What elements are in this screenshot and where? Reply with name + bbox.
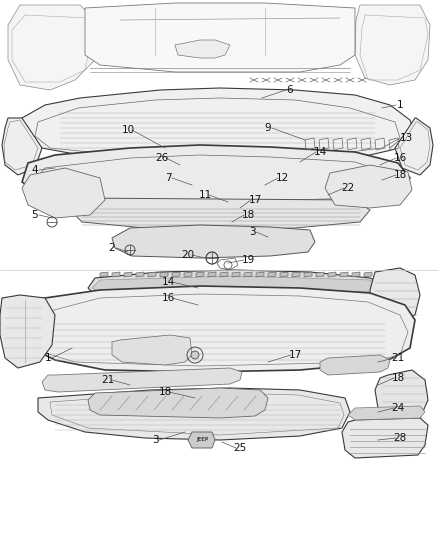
- Text: 25: 25: [233, 443, 247, 453]
- Text: 14: 14: [161, 277, 175, 287]
- Polygon shape: [42, 368, 242, 392]
- Polygon shape: [376, 272, 384, 277]
- Polygon shape: [328, 272, 336, 277]
- Text: 6: 6: [287, 85, 293, 95]
- Polygon shape: [370, 268, 420, 322]
- Text: 16: 16: [393, 153, 406, 163]
- Polygon shape: [268, 272, 276, 277]
- Text: 22: 22: [341, 183, 355, 193]
- Text: 7: 7: [165, 173, 171, 183]
- Text: 3: 3: [152, 435, 158, 445]
- Polygon shape: [18, 88, 415, 162]
- Text: 5: 5: [32, 210, 38, 220]
- Polygon shape: [292, 272, 300, 277]
- Text: 17: 17: [248, 195, 261, 205]
- Text: 9: 9: [265, 123, 271, 133]
- Polygon shape: [22, 145, 410, 212]
- Polygon shape: [244, 272, 252, 277]
- Text: 19: 19: [241, 255, 254, 265]
- Text: 18: 18: [393, 170, 406, 180]
- Polygon shape: [320, 355, 390, 375]
- Polygon shape: [352, 272, 360, 277]
- Polygon shape: [85, 3, 355, 72]
- Text: 14: 14: [313, 147, 327, 157]
- Text: 4: 4: [32, 165, 38, 175]
- Polygon shape: [188, 432, 215, 448]
- Polygon shape: [112, 272, 120, 277]
- Polygon shape: [12, 286, 415, 372]
- Polygon shape: [124, 272, 132, 277]
- Polygon shape: [342, 418, 428, 458]
- Polygon shape: [348, 406, 425, 420]
- Text: 13: 13: [399, 133, 413, 143]
- Text: 1: 1: [45, 353, 51, 363]
- Text: 10: 10: [121, 125, 134, 135]
- Polygon shape: [160, 272, 168, 277]
- Polygon shape: [208, 272, 216, 277]
- Polygon shape: [148, 272, 156, 277]
- Circle shape: [191, 351, 199, 359]
- Text: 18: 18: [241, 210, 254, 220]
- Polygon shape: [304, 272, 312, 277]
- Text: 17: 17: [288, 350, 302, 360]
- Polygon shape: [172, 272, 180, 277]
- Text: 12: 12: [276, 173, 289, 183]
- Polygon shape: [364, 272, 372, 277]
- Text: 20: 20: [181, 250, 194, 260]
- Polygon shape: [88, 388, 268, 418]
- Polygon shape: [175, 40, 230, 58]
- Polygon shape: [232, 272, 240, 277]
- Polygon shape: [395, 118, 433, 175]
- Polygon shape: [325, 165, 412, 208]
- Text: 16: 16: [161, 293, 175, 303]
- Text: 28: 28: [393, 433, 406, 443]
- Polygon shape: [375, 370, 428, 425]
- Text: 18: 18: [392, 373, 405, 383]
- Text: 11: 11: [198, 190, 212, 200]
- Text: 1: 1: [397, 100, 403, 110]
- Text: 21: 21: [101, 375, 115, 385]
- Polygon shape: [112, 335, 192, 365]
- Polygon shape: [355, 5, 430, 85]
- Polygon shape: [92, 276, 380, 292]
- Text: 2: 2: [109, 243, 115, 253]
- Text: 21: 21: [392, 353, 405, 363]
- Polygon shape: [256, 272, 264, 277]
- Polygon shape: [8, 5, 95, 90]
- Polygon shape: [0, 295, 55, 368]
- Polygon shape: [100, 272, 108, 277]
- Polygon shape: [22, 168, 105, 218]
- Polygon shape: [196, 272, 204, 277]
- Polygon shape: [316, 272, 324, 277]
- Text: 26: 26: [155, 153, 169, 163]
- Polygon shape: [112, 225, 315, 258]
- Polygon shape: [38, 388, 350, 440]
- Text: 18: 18: [159, 387, 172, 397]
- Polygon shape: [340, 272, 348, 277]
- Text: 24: 24: [392, 403, 405, 413]
- Text: 3: 3: [249, 227, 255, 237]
- Polygon shape: [184, 272, 192, 277]
- Polygon shape: [70, 198, 370, 230]
- Polygon shape: [136, 272, 144, 277]
- Polygon shape: [88, 270, 388, 295]
- Polygon shape: [220, 272, 228, 277]
- Polygon shape: [280, 272, 288, 277]
- Text: JEEP: JEEP: [196, 438, 208, 442]
- Polygon shape: [2, 118, 42, 175]
